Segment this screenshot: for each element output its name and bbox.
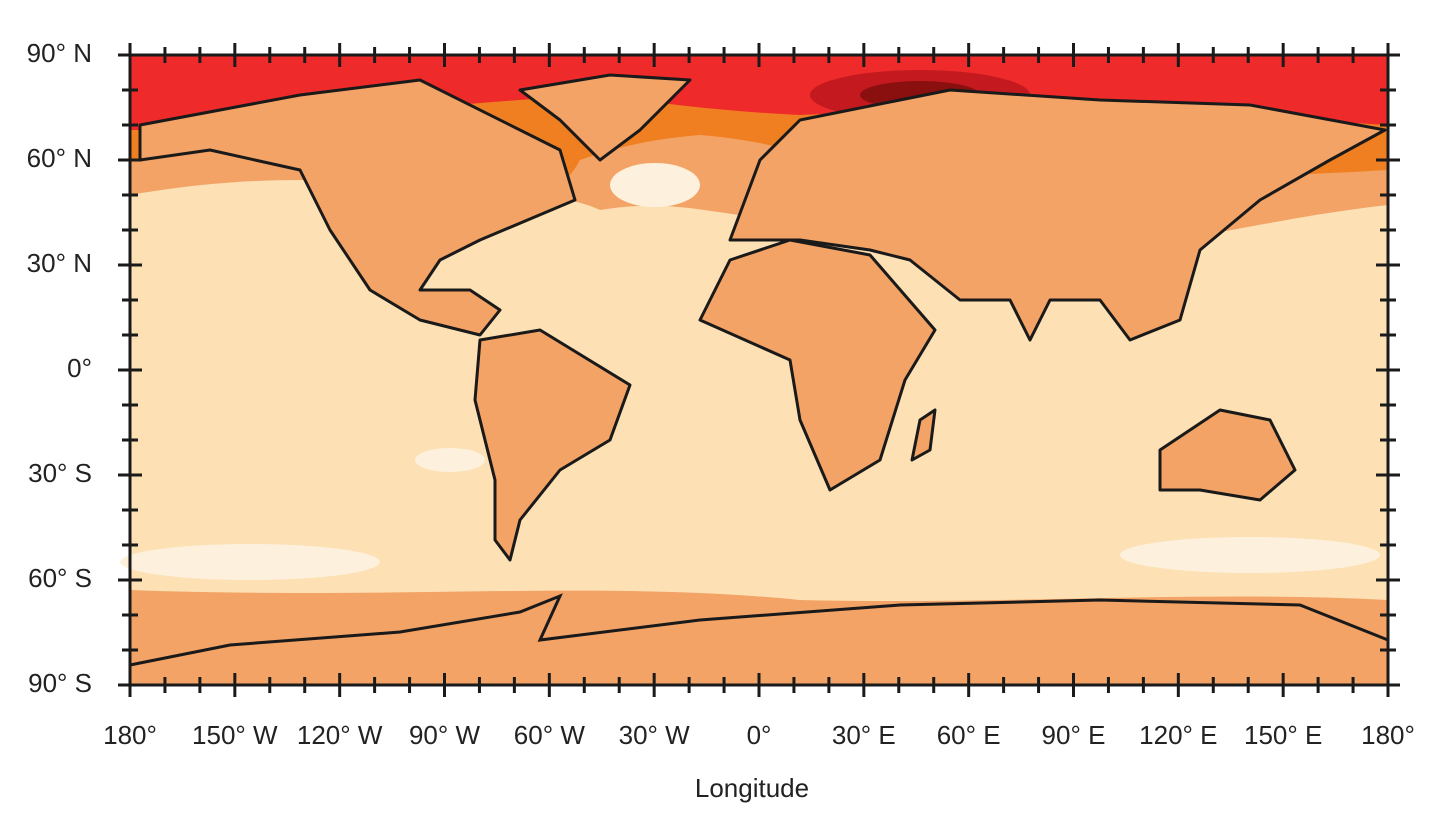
x-tick-label: 0° — [747, 720, 772, 750]
y-tick-label: 30° N — [27, 248, 92, 278]
y-tick-label: 90° S — [28, 668, 92, 698]
x-tick-label: 150° W — [192, 720, 278, 750]
y-tick-label: 90° N — [27, 38, 92, 68]
x-tick-label: 90° W — [409, 720, 481, 750]
y-tick-label: 60° S — [28, 563, 92, 593]
y-tick-label: 60° N — [27, 143, 92, 173]
x-tick-label: 180° — [103, 720, 157, 750]
y-tick-label: 0° — [67, 353, 92, 383]
x-tick-label: 30° E — [832, 720, 896, 750]
x-tick-label: 60° E — [937, 720, 1001, 750]
coastlines — [129, 73, 1389, 667]
x-tick-label: 150° E — [1244, 720, 1322, 750]
x-tick-label: 60° W — [514, 720, 586, 750]
x-axis-label: Longitude — [695, 773, 809, 803]
x-tick-label: 120° W — [297, 720, 383, 750]
y-tick-label: 30° S — [28, 458, 92, 488]
x-tick-label: 120° E — [1139, 720, 1217, 750]
x-tick-label: 180° — [1361, 720, 1415, 750]
x-tick-label: 90° E — [1042, 720, 1106, 750]
x-tick-label: 30° W — [619, 720, 691, 750]
